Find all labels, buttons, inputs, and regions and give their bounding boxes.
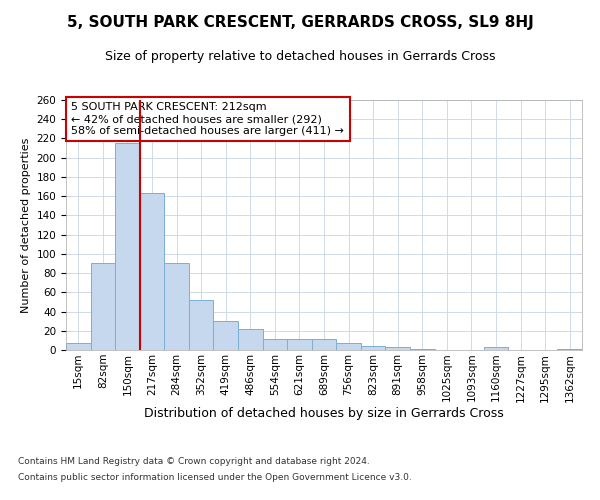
Bar <box>312 340 336 350</box>
Bar <box>410 349 434 350</box>
Text: 5, SOUTH PARK CRESCENT, GERRARDS CROSS, SL9 8HJ: 5, SOUTH PARK CRESCENT, GERRARDS CROSS, … <box>67 15 533 30</box>
Bar <box>91 262 115 350</box>
Bar <box>189 300 214 350</box>
Bar <box>214 321 238 350</box>
Text: Contains HM Land Registry data © Crown copyright and database right 2024.: Contains HM Land Registry data © Crown c… <box>18 458 370 466</box>
Text: Contains public sector information licensed under the Open Government Licence v3: Contains public sector information licen… <box>18 472 412 482</box>
Bar <box>238 329 263 350</box>
X-axis label: Distribution of detached houses by size in Gerrards Cross: Distribution of detached houses by size … <box>144 407 504 420</box>
Bar <box>115 144 140 350</box>
Text: 5 SOUTH PARK CRESCENT: 212sqm
← 42% of detached houses are smaller (292)
58% of : 5 SOUTH PARK CRESCENT: 212sqm ← 42% of d… <box>71 102 344 136</box>
Y-axis label: Number of detached properties: Number of detached properties <box>21 138 31 312</box>
Bar <box>361 346 385 350</box>
Bar <box>287 340 312 350</box>
Bar <box>66 344 91 350</box>
Bar <box>385 347 410 350</box>
Bar <box>336 344 361 350</box>
Bar <box>164 264 189 350</box>
Bar <box>484 347 508 350</box>
Bar <box>263 340 287 350</box>
Text: Size of property relative to detached houses in Gerrards Cross: Size of property relative to detached ho… <box>105 50 495 63</box>
Bar <box>140 194 164 350</box>
Bar <box>557 349 582 350</box>
